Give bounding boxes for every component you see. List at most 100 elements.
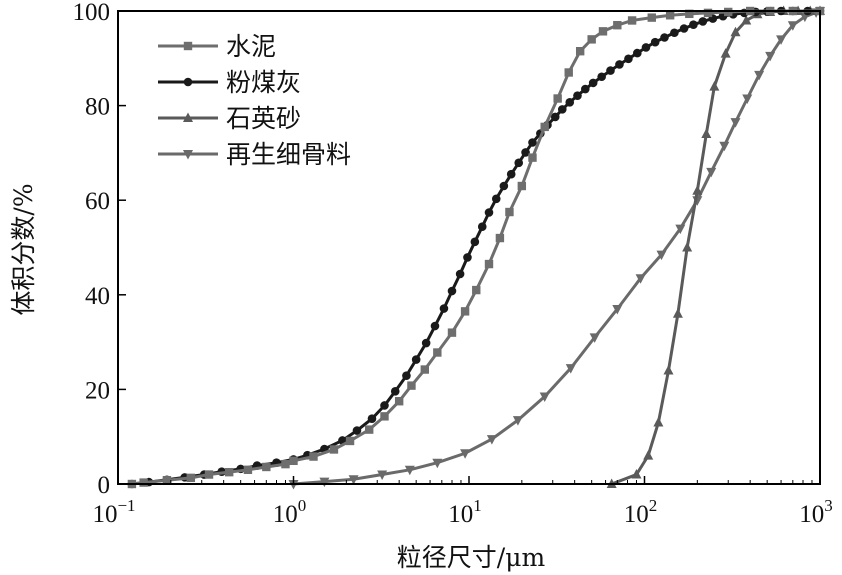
data-point xyxy=(653,417,664,427)
data-point xyxy=(730,26,741,37)
data-point xyxy=(587,35,596,44)
legend-item: 粉煤灰 xyxy=(158,68,301,97)
data-point xyxy=(701,128,712,138)
data-point xyxy=(517,181,527,191)
data-point xyxy=(647,13,656,22)
data-point xyxy=(377,470,388,481)
data-point xyxy=(539,392,550,402)
x-tick-label: 100 xyxy=(273,496,307,528)
x-tick-label: 103 xyxy=(799,496,833,528)
data-point xyxy=(499,181,509,191)
data-point xyxy=(204,470,214,479)
data-point xyxy=(656,250,667,261)
x-axis: 10−1 100 101 102 103 xyxy=(92,476,833,528)
data-point xyxy=(706,167,717,178)
data-point xyxy=(514,158,524,168)
data-point xyxy=(224,467,234,477)
data-point xyxy=(139,478,148,487)
data-point xyxy=(597,72,606,82)
y-axis-title: 体积分数/% xyxy=(9,183,38,315)
data-point xyxy=(402,371,411,380)
data-point xyxy=(730,118,741,128)
data-point xyxy=(627,16,637,25)
data-point xyxy=(421,338,431,348)
data-point xyxy=(491,194,501,204)
data-point xyxy=(430,321,440,331)
data-point xyxy=(776,35,787,45)
data-point xyxy=(432,458,443,469)
data-point xyxy=(573,91,582,100)
legend-label: 石英砂 xyxy=(226,104,301,133)
data-point xyxy=(309,452,318,461)
data-point xyxy=(650,37,660,47)
data-point xyxy=(689,20,698,30)
data-point xyxy=(787,21,798,31)
data-point xyxy=(512,416,523,426)
data-point xyxy=(565,97,575,107)
data-point xyxy=(575,47,585,56)
data-point xyxy=(348,475,359,485)
data-point xyxy=(589,333,600,343)
data-point xyxy=(367,414,377,424)
data-point xyxy=(581,84,590,94)
data-point xyxy=(528,153,537,162)
data-point xyxy=(380,401,389,410)
data-point xyxy=(754,70,765,81)
y-tick-label: 20 xyxy=(85,377,110,404)
data-point xyxy=(631,469,642,479)
x-tick-label: 10−1 xyxy=(92,496,135,528)
data-point xyxy=(672,308,683,318)
data-point xyxy=(765,51,776,62)
data-point xyxy=(665,11,675,20)
legend-item: 水泥 xyxy=(158,32,276,61)
legend-item: 石英砂 xyxy=(158,104,301,133)
y-tick-label: 0 xyxy=(98,472,111,499)
data-point xyxy=(598,27,608,36)
data-point xyxy=(540,122,549,132)
data-point xyxy=(162,476,172,485)
data-point xyxy=(506,169,516,179)
data-point xyxy=(641,43,651,52)
series-line xyxy=(131,9,820,486)
data-point xyxy=(380,412,389,421)
data-point xyxy=(420,365,430,374)
data-point xyxy=(460,307,470,316)
x-tick-label: 102 xyxy=(624,496,658,528)
data-point xyxy=(460,449,471,459)
legend-label: 水泥 xyxy=(226,32,276,61)
data-point xyxy=(692,185,703,195)
data-point xyxy=(472,285,481,295)
data-point xyxy=(742,94,753,105)
data-point xyxy=(186,473,196,483)
data-point xyxy=(709,81,720,91)
data-point xyxy=(698,17,708,26)
data-point xyxy=(635,274,646,284)
data-point xyxy=(319,477,330,488)
data-point xyxy=(411,355,421,364)
data-point xyxy=(564,68,573,77)
data-point xyxy=(682,242,693,252)
data-point xyxy=(550,112,560,122)
data-point xyxy=(407,381,416,390)
data-point xyxy=(553,94,562,103)
data-point xyxy=(289,456,298,466)
data-point xyxy=(613,20,622,30)
data-point xyxy=(439,304,449,313)
data-point xyxy=(624,54,633,64)
data-point xyxy=(741,14,752,25)
data-point xyxy=(557,105,567,114)
series-line xyxy=(293,9,821,486)
data-point xyxy=(675,224,686,235)
data-point xyxy=(685,9,694,19)
data-point xyxy=(679,24,689,33)
data-point xyxy=(633,48,642,58)
data-point xyxy=(660,33,669,42)
legend-label: 粉煤灰 xyxy=(226,68,301,97)
data-point xyxy=(612,304,623,315)
data-point xyxy=(243,465,253,475)
data-point xyxy=(643,450,654,460)
data-point xyxy=(463,253,472,262)
data-point xyxy=(433,348,442,357)
